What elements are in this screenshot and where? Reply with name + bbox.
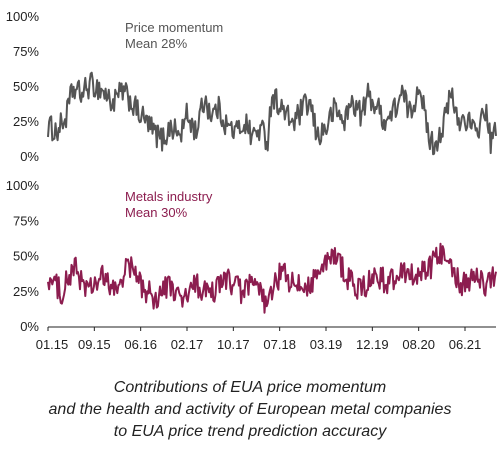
chart-caption: Contributions of EUA price momentum and …	[0, 377, 500, 443]
x-tick-label: 01.15	[36, 337, 69, 352]
caption-line-3: to EUA price trend prediction accuracy	[113, 423, 387, 440]
y-tick-label: 25%	[13, 284, 39, 299]
legend-series-name: Price momentum	[125, 20, 223, 35]
y-tick-label: 100%	[6, 178, 40, 193]
series-line	[47, 71, 497, 156]
y-tick-label: 25%	[13, 114, 39, 129]
y-tick-label: 50%	[13, 249, 39, 264]
y-tick-label: 75%	[13, 213, 39, 228]
legend-mean-annotation: Mean 28%	[125, 36, 188, 51]
caption-line-2: and the health and activity of European …	[48, 401, 452, 418]
y-tick-label: 75%	[13, 44, 39, 59]
y-tick-label: 50%	[13, 79, 39, 94]
x-tick-label: 02.17	[171, 337, 204, 352]
x-tick-label: 03.19	[310, 337, 343, 352]
y-tick-label: 100%	[6, 9, 40, 24]
x-tick-label: 06.21	[449, 337, 482, 352]
x-tick-label: 09.15	[78, 337, 111, 352]
x-tick-label: 08.20	[402, 337, 435, 352]
series-line	[47, 242, 497, 314]
y-tick-label: 0%	[20, 319, 39, 334]
caption-line-1: Contributions of EUA price momentum	[113, 379, 387, 396]
legend-series-name: Metals industry	[125, 189, 213, 204]
y-tick-label: 0%	[20, 149, 39, 164]
x-tick-label: 06.16	[124, 337, 157, 352]
x-tick-label: 12.19	[356, 337, 389, 352]
legend-mean-annotation: Mean 30%	[125, 205, 188, 220]
x-tick-label: 10.17	[217, 337, 250, 352]
x-tick-label: 07.18	[263, 337, 296, 352]
